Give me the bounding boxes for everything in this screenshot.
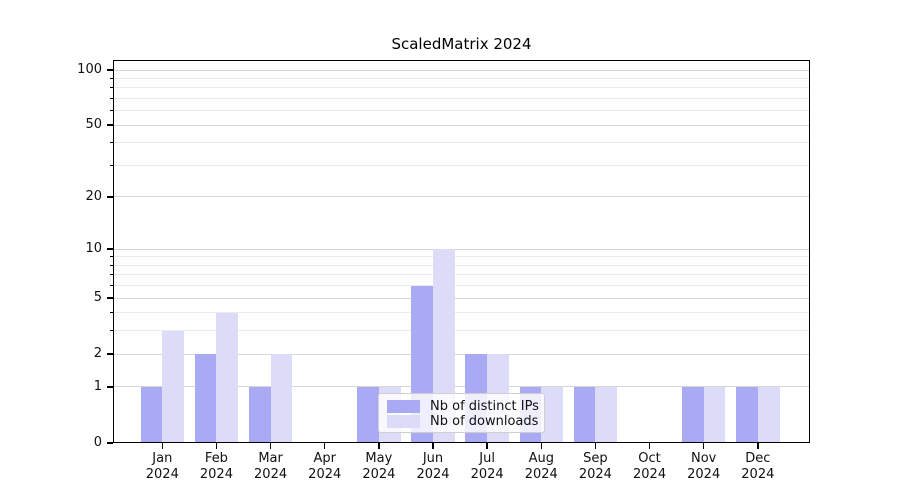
x-tick-label: Apr 2024 (308, 451, 342, 482)
chart-title: ScaledMatrix 2024 (391, 35, 532, 53)
minor-gridline (113, 142, 810, 144)
minor-gridline (113, 97, 810, 99)
y-minor-tick-mark (109, 164, 113, 166)
y-minor-tick-mark (109, 110, 113, 112)
y-tick-label: 10 (85, 241, 102, 257)
y-tick-mark (107, 353, 113, 355)
y-minor-tick-mark (109, 264, 113, 266)
bar-dec-downloads (757, 386, 780, 443)
y-tick-mark (107, 124, 113, 126)
major-gridline (113, 196, 810, 198)
x-tick-mark (378, 443, 380, 449)
y-tick-mark (107, 442, 113, 444)
y-tick-mark (107, 248, 113, 250)
y-tick-mark (107, 297, 113, 299)
y-tick-label: 0 (93, 435, 102, 450)
x-tick-label: Sep 2024 (578, 451, 612, 482)
bar-feb-distinct-ips (194, 354, 217, 443)
major-gridline (113, 297, 810, 299)
y-minor-tick-mark (109, 274, 113, 276)
bar-aug-downloads (541, 386, 563, 443)
y-tick-label: 20 (85, 188, 102, 204)
bar-nov-downloads (703, 386, 726, 443)
major-gridline (113, 386, 810, 388)
legend-item-distinct-ips: Nb of distinct IPs (387, 399, 539, 414)
legend: Nb of distinct IPs Nb of downloads (378, 393, 545, 433)
major-gridline (113, 124, 810, 126)
bar-sep-distinct-ips (573, 386, 596, 443)
major-gridline (113, 353, 810, 355)
minor-gridline (113, 274, 810, 276)
major-gridline (113, 69, 810, 71)
bar-feb-downloads (216, 312, 239, 443)
y-tick-mark (107, 69, 113, 71)
bar-sep-downloads (595, 386, 618, 443)
major-gridline (113, 248, 810, 250)
bar-may-distinct-ips (357, 386, 379, 443)
x-tick-label: Jan 2024 (145, 451, 179, 482)
minor-gridline (113, 256, 810, 258)
legend-label-distinct-ips: Nb of distinct IPs (430, 399, 539, 414)
x-tick-mark (215, 443, 218, 449)
y-minor-tick-mark (109, 87, 113, 89)
x-tick-label: Jun 2024 (416, 451, 450, 482)
y-minor-tick-mark (109, 142, 113, 144)
plot-spines (113, 60, 810, 443)
y-tick-label: 50 (85, 117, 102, 133)
x-tick-mark (323, 443, 326, 449)
x-tick-label: May 2024 (362, 451, 396, 482)
x-tick-label: Oct 2024 (633, 451, 667, 482)
minor-gridline (113, 110, 810, 112)
y-tick-mark (107, 386, 113, 388)
x-tick-label: Aug 2024 (524, 451, 558, 482)
minor-gridline (113, 87, 810, 89)
bar-mar-distinct-ips (248, 386, 271, 443)
x-tick-mark (540, 443, 543, 449)
bar-nov-distinct-ips (682, 386, 704, 443)
y-tick-label: 100 (77, 62, 102, 77)
legend-label-downloads: Nb of downloads (430, 414, 539, 429)
y-tick-mark (107, 196, 113, 198)
x-tick-mark (648, 443, 651, 449)
x-tick-label: Nov 2024 (687, 451, 721, 482)
x-tick-mark (486, 443, 488, 449)
x-tick-mark (757, 443, 759, 449)
bar-jan-downloads (162, 330, 184, 443)
x-tick-label: Jul 2024 (470, 451, 504, 482)
y-minor-tick-mark (109, 256, 113, 258)
bar-dec-distinct-ips (736, 386, 758, 443)
y-minor-tick-mark (109, 97, 113, 99)
x-tick-mark (432, 443, 434, 449)
minor-gridline (113, 77, 810, 79)
y-minor-tick-mark (109, 77, 113, 79)
minor-gridline (113, 164, 810, 166)
y-minor-tick-mark (109, 330, 113, 332)
y-tick-label: 5 (93, 290, 102, 306)
minor-gridline (113, 285, 810, 287)
x-tick-mark (594, 443, 597, 449)
bar-jan-distinct-ips (140, 386, 163, 443)
legend-swatch-distinct-ips (387, 400, 420, 413)
x-tick-mark (702, 443, 705, 449)
x-tick-label: Dec 2024 (741, 451, 775, 482)
bar-mar-downloads (270, 354, 293, 443)
y-tick-label: 1 (93, 378, 102, 394)
x-tick-label: Feb 2024 (199, 451, 233, 482)
minor-gridline (113, 330, 810, 332)
y-minor-tick-mark (109, 312, 113, 314)
y-tick-label: 2 (93, 346, 102, 362)
minor-gridline (113, 264, 810, 266)
y-minor-tick-mark (109, 285, 113, 287)
x-tick-label: Mar 2024 (254, 451, 288, 482)
legend-swatch-downloads (387, 415, 420, 428)
x-tick-mark (269, 443, 272, 449)
minor-gridline (113, 312, 810, 314)
legend-item-downloads: Nb of downloads (387, 414, 539, 429)
x-tick-mark (161, 443, 164, 449)
